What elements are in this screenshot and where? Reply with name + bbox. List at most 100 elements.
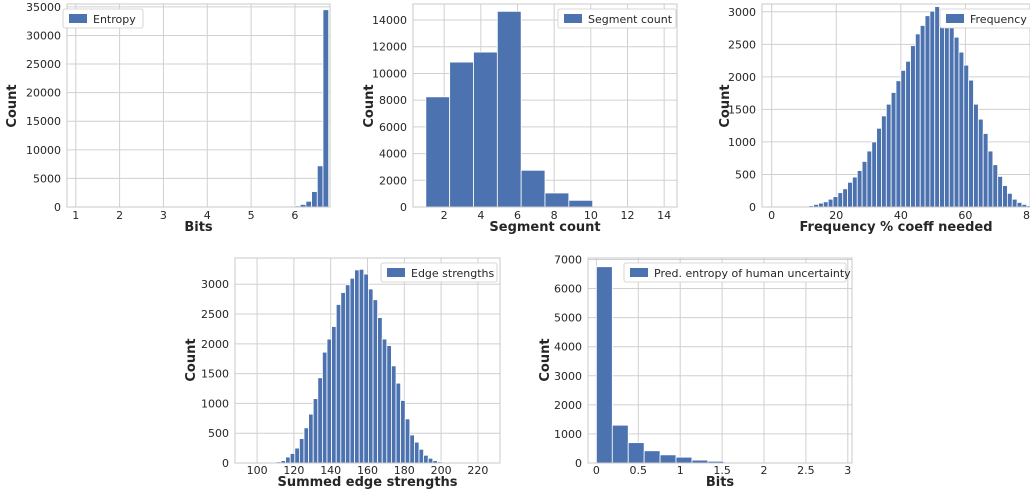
y-tick-label: 7000: [554, 253, 582, 266]
x-tick-label: 160: [357, 464, 378, 477]
histogram-bar: [345, 284, 351, 463]
histogram-bar: [953, 36, 960, 207]
histogram-bar: [675, 456, 693, 463]
x-tick-label: 60: [958, 209, 972, 222]
histogram-bar: [423, 454, 429, 463]
histogram-bar: [856, 170, 863, 207]
y-tick-label: 1000: [554, 428, 582, 441]
histogram-bar: [425, 96, 451, 207]
y-tick-label: 0: [54, 201, 61, 214]
y-tick-label: 5000: [33, 172, 61, 185]
histogram-bar: [427, 457, 434, 463]
x-tick-label: 220: [467, 464, 488, 477]
histogram-bar: [876, 127, 882, 207]
bar-series: [803, 6, 1030, 207]
y-tick-label: 0: [400, 201, 407, 214]
histogram-bar: [414, 441, 420, 463]
y-axis-label: Count: [5, 84, 20, 127]
y-tick-label: 0: [749, 201, 756, 214]
histogram-bar: [852, 176, 858, 207]
histogram-bar: [322, 351, 328, 463]
y-tick-label: 10000: [26, 144, 61, 157]
y-tick-label: 3000: [201, 278, 229, 291]
histogram-bar: [997, 176, 1003, 207]
x-tick-label: 0: [768, 209, 775, 222]
y-tick-label: 0: [222, 457, 229, 470]
x-tick-label: 14: [657, 209, 671, 222]
histogram-bar: [827, 198, 834, 207]
histogram-bar: [611, 424, 629, 463]
y-tick-label: 1000: [201, 397, 229, 410]
y-tick-label: 2000: [379, 174, 407, 187]
y-axis-label: Count: [362, 84, 377, 127]
histogram-bar: [473, 51, 498, 207]
histogram-bar: [308, 413, 314, 463]
histogram-bar: [659, 454, 677, 463]
histogram-bar: [987, 150, 994, 207]
histogram-bar: [294, 447, 300, 463]
histogram-bar: [285, 456, 291, 463]
histogram-panel-2: 2 4 6 8 10 12 14 0 2000 4000 6000 8000 10000 12000 140…: [362, 3, 678, 235]
y-tick-label: 4000: [554, 341, 582, 354]
x-tick-label: 5: [248, 209, 255, 222]
y-tick-label: 8000: [379, 94, 407, 107]
histogram-bar: [568, 199, 594, 207]
histogram-bar: [929, 10, 936, 207]
plot-area: [67, 4, 330, 207]
legend: Segment count: [557, 8, 677, 29]
histogram-bar: [910, 45, 916, 207]
histogram-bar: [1016, 202, 1023, 207]
histogram-bar: [386, 345, 392, 463]
y-tick-label: 4000: [379, 148, 407, 161]
x-tick-label: 2: [761, 464, 768, 477]
histogram-bar: [842, 188, 848, 207]
x-tick-label: 8: [551, 209, 558, 222]
histogram-bar: [289, 453, 296, 463]
legend-label: Segment count: [588, 13, 673, 26]
histogram-bar: [905, 60, 911, 207]
y-tick-label: 2500: [728, 38, 756, 51]
histogram-bar: [881, 115, 887, 207]
x-tick-label: 2: [441, 209, 448, 222]
y-tick-label: 3000: [554, 370, 582, 383]
legend-box: [623, 262, 847, 283]
x-tick-label: 1: [72, 209, 79, 222]
histogram-bar: [822, 201, 829, 207]
histogram-bar: [312, 398, 319, 463]
histogram-bar: [944, 15, 950, 207]
axes-frame: [587, 257, 853, 464]
y-tick-label: 35000: [26, 1, 61, 14]
x-tick-label: 0: [593, 464, 600, 477]
histogram-bar: [418, 448, 425, 463]
histogram-bar: [349, 277, 356, 463]
legend-label: Entropy: [93, 13, 136, 26]
histogram-bar: [377, 317, 383, 463]
y-tick-label: 6000: [379, 121, 407, 134]
histogram-bar: [924, 15, 931, 207]
histogram-bar: [1002, 185, 1008, 207]
legend-swatch: [946, 14, 964, 23]
histogram-bar: [866, 150, 873, 207]
x-tick-label: 200: [431, 464, 452, 477]
histogram-panel-3: 0 20 40 60 80 0 500 1000 1500 2000 2500 3000 Frequen…: [718, 3, 1030, 235]
y-axis-label: Count: [718, 84, 733, 127]
axes-frame: [66, 3, 331, 208]
legend-label: Edge strengths: [411, 267, 495, 280]
histogram-bar: [316, 165, 324, 207]
axes-frame: [412, 3, 678, 208]
y-tick-label: 3000: [728, 6, 756, 19]
histogram-bar: [409, 434, 415, 463]
y-tick-label: 0: [575, 457, 582, 470]
y-tick-label: 5000: [554, 312, 582, 325]
y-tick-label: 14000: [372, 14, 407, 27]
histogram-bar: [311, 191, 318, 207]
legend-swatch: [630, 268, 648, 277]
histogram-bar: [544, 192, 570, 207]
histogram-bar: [900, 69, 907, 207]
histogram-bar: [890, 92, 897, 207]
histogram-bar: [400, 400, 406, 463]
x-tick-label: 1: [677, 464, 684, 477]
histogram-bar: [982, 133, 989, 207]
histogram-bar: [992, 164, 999, 207]
